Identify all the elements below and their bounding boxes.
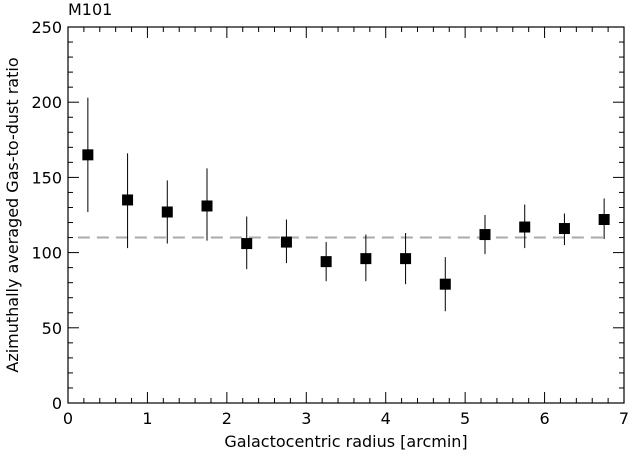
data-point (400, 253, 412, 265)
y-axis-label: Azimuthally averaged Gas-to-dust ratio (3, 57, 22, 372)
data-point (598, 214, 610, 226)
data-point (82, 149, 94, 161)
y-tick-label: 250 (31, 18, 62, 37)
chart-title: M101 (68, 0, 112, 19)
data-point (479, 229, 491, 241)
data-point (280, 236, 292, 248)
data-point (558, 223, 570, 235)
y-tick-label: 0 (52, 394, 62, 413)
data-point (201, 200, 213, 212)
y-tick-label: 150 (31, 168, 62, 187)
data-point (360, 253, 372, 265)
plot-frame (67, 26, 625, 404)
x-tick-label: 3 (301, 409, 311, 428)
data-point (519, 221, 531, 233)
x-tick-label: 1 (142, 409, 152, 428)
y-tick-label: 200 (31, 93, 62, 112)
x-tick-label: 4 (381, 409, 391, 428)
y-tick-label: 50 (42, 319, 62, 338)
axes: 0 1 2 3 4 5 6 7 0 50 100 150 200 250 (31, 18, 628, 428)
data-point (320, 256, 332, 268)
x-tick-label: 5 (460, 409, 470, 428)
data-point (241, 238, 253, 250)
data-point (439, 278, 451, 290)
x-tick-label: 7 (619, 409, 628, 428)
x-axis-label: Galactocentric radius [arcmin] (224, 432, 467, 451)
x-tick-label: 2 (222, 409, 232, 428)
x-tick-label: 0 (63, 409, 73, 428)
data-point (161, 206, 173, 218)
y-tick-label: 100 (31, 244, 62, 263)
data-layer (82, 97, 610, 312)
x-tick-label: 6 (539, 409, 549, 428)
data-point (122, 194, 134, 206)
